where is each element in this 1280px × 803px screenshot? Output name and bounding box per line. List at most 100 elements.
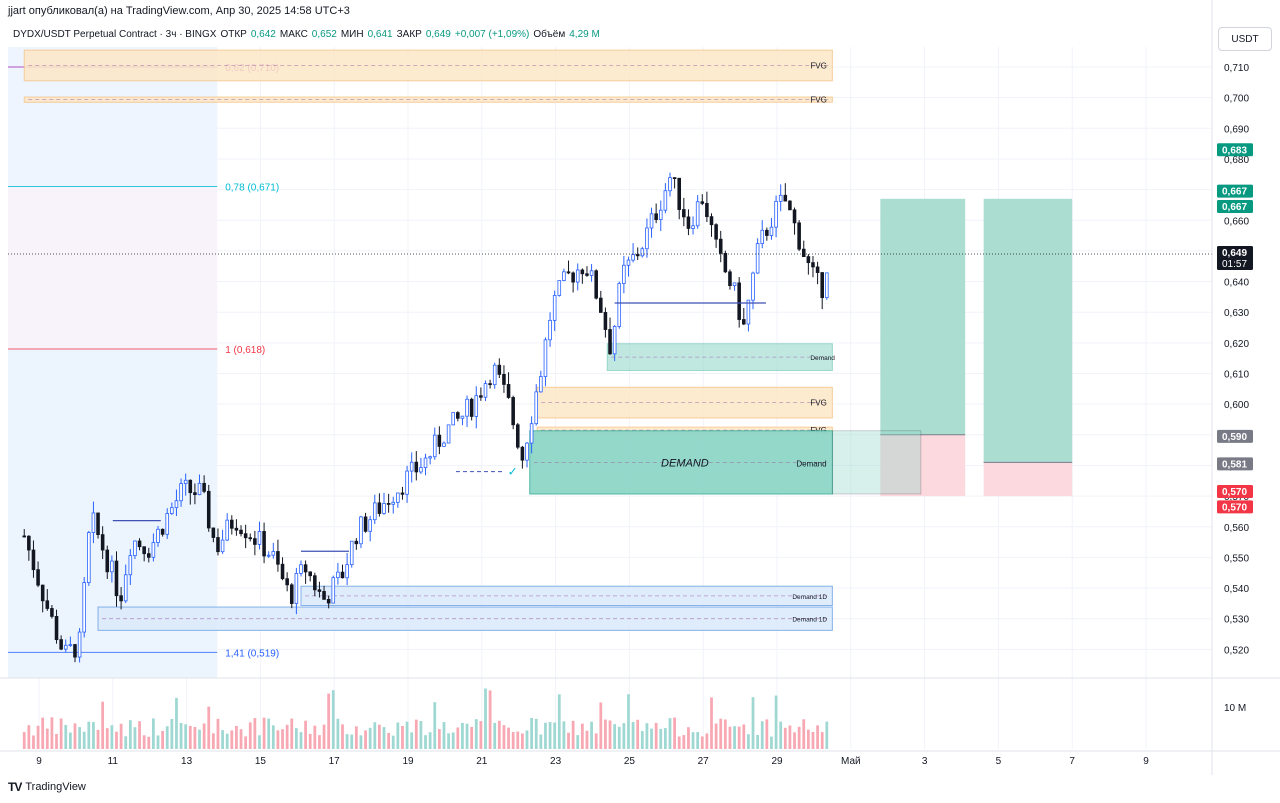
volume-bar	[133, 727, 137, 749]
x-tick-label: 9	[1143, 756, 1149, 767]
price-badge	[1217, 500, 1253, 514]
volume-bar	[378, 724, 381, 749]
y-tick-label: 0,550	[1224, 553, 1249, 564]
y-tick-label: 0,530	[1224, 615, 1249, 626]
change-value: +0,007 (+1,09%)	[454, 29, 530, 40]
volume-bar	[779, 721, 783, 749]
y-tick-label: 0,610	[1224, 370, 1249, 381]
x-tick-label: 9	[36, 756, 42, 767]
candle-body	[414, 461, 419, 473]
candle-body	[391, 501, 396, 505]
volume-bar	[179, 722, 183, 749]
volume-bar	[650, 728, 653, 749]
volume-bar	[124, 736, 128, 749]
zone-label: DEMAND	[661, 457, 709, 469]
volume-bar	[207, 706, 211, 749]
volume-bar	[793, 732, 796, 749]
candle-body	[469, 398, 474, 417]
candle-body	[635, 254, 640, 257]
time-axis: 9 11 13 15 17 19 21 23 25 27 29 Май 3 5 7 9	[36, 756, 1149, 767]
volume-bar	[548, 721, 552, 749]
zone-label: FVG	[810, 96, 826, 105]
candle-body	[45, 600, 50, 609]
price-badge-label: 0,667	[1222, 202, 1247, 213]
zones: FVGFVGFVGFVGDemandDEMANDDemandDemand 1DD…	[23, 49, 835, 631]
low-value: 0,641	[367, 29, 393, 40]
volume-bar	[290, 718, 294, 749]
footer-brand: TV TradingView	[8, 780, 86, 794]
volume-bar	[45, 728, 49, 749]
candle-body	[474, 395, 479, 417]
candle-body	[63, 644, 68, 650]
volume-bar	[636, 719, 640, 749]
candle-body	[345, 564, 349, 579]
candle-body	[672, 177, 677, 180]
high-label: МАКС	[279, 29, 308, 40]
volume-bar	[687, 727, 690, 749]
volume-bar	[673, 717, 676, 749]
volume-bar	[322, 724, 326, 749]
candle-body	[456, 412, 460, 419]
symbol-title[interactable]: DYDX/USDT Perpetual Contract · 3ч · BING…	[13, 29, 217, 40]
open-label: ОТКР	[220, 29, 247, 40]
candle-body	[788, 200, 792, 211]
currency-button[interactable]: USDT	[1218, 27, 1272, 51]
volume-bar	[78, 727, 81, 749]
volume-bar	[225, 733, 229, 749]
candle-body	[262, 531, 266, 557]
volume-bar	[710, 697, 713, 749]
candle-body	[663, 190, 668, 211]
volume-bar	[659, 728, 663, 749]
candle-body	[483, 383, 488, 398]
volume-bar	[285, 724, 289, 749]
volume-bar	[336, 718, 340, 749]
volume-bar	[119, 723, 123, 749]
volume-bar	[756, 734, 760, 749]
volume-bar	[341, 724, 344, 749]
candle-body	[137, 540, 142, 548]
volume-bar	[811, 731, 815, 749]
candle-body	[313, 575, 317, 591]
price-badge	[1217, 143, 1253, 157]
volume-bar	[576, 735, 580, 749]
y-tick-label: 0,690	[1224, 124, 1249, 135]
volume-bar	[419, 721, 423, 749]
x-tick-label: 11	[108, 756, 119, 767]
candle-body	[640, 248, 645, 257]
volume-bar	[359, 735, 363, 749]
volume-bar	[645, 723, 649, 749]
candle-body	[331, 577, 336, 604]
candle-body	[686, 216, 691, 229]
volume-bar	[82, 731, 86, 749]
candle-body	[73, 644, 77, 658]
volume-bar	[138, 721, 141, 749]
volume-bar	[253, 718, 257, 749]
position-tools	[832, 198, 1073, 497]
volume-bar	[230, 730, 234, 749]
candle-body	[119, 595, 123, 602]
candle-body	[446, 424, 451, 444]
candle-body	[682, 209, 686, 218]
candle-body	[317, 589, 322, 592]
candle-body	[700, 201, 705, 204]
volume-bar	[327, 693, 331, 749]
candle-body	[170, 507, 174, 514]
candle-body	[151, 542, 156, 558]
candle-body	[612, 326, 617, 355]
price-badge-label: 0,570	[1222, 487, 1247, 498]
volume-bar	[820, 732, 824, 749]
volume-bar	[719, 718, 723, 749]
x-tick-label: 27	[698, 756, 710, 767]
volume-bar	[521, 733, 524, 749]
volume-bar	[627, 694, 630, 749]
candle-body	[128, 555, 133, 576]
candle-body	[216, 537, 220, 553]
volume-bar	[396, 722, 400, 749]
volume-bar	[304, 720, 307, 749]
candle-body	[156, 528, 160, 543]
candle-body	[603, 312, 608, 330]
candle-body	[825, 272, 829, 299]
volume-bar	[442, 722, 446, 749]
y-tick-label: 0,620	[1224, 339, 1249, 350]
